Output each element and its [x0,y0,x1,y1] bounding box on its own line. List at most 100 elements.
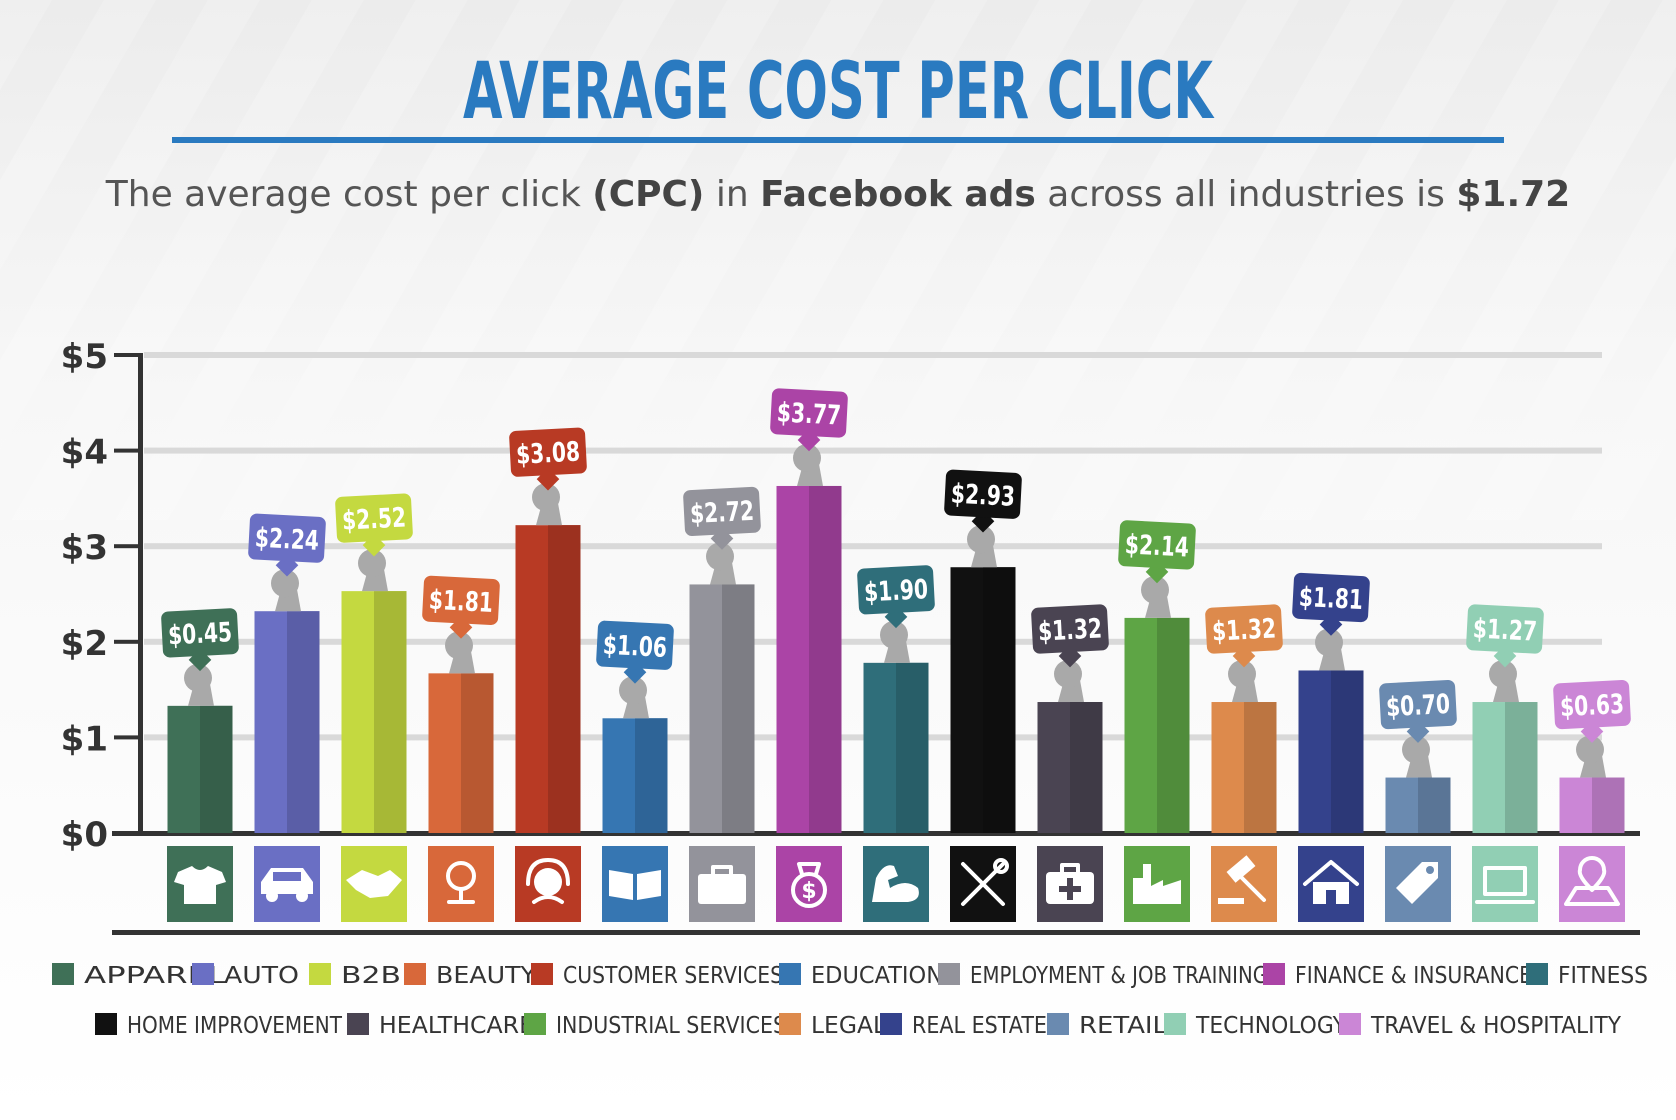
legend-label: EMPLOYMENT & JOB TRAINING [970,963,1268,989]
legend-item: LEGAL [779,1013,886,1039]
grid-line [144,638,1602,645]
bars-layer: $0.45 $2.24 $2.52 $1.81 $3.08 $1.06 $2.72 $3.77… [161,388,1631,833]
gavel-icon [1218,855,1266,904]
value-label: $0.45 [167,617,233,651]
grid-line [144,352,1602,358]
icon-tile [1211,846,1277,922]
bar-group-gavel: $1.32 [1205,604,1283,833]
legend-swatch [779,963,801,985]
icon-row-baseline [112,930,1640,935]
bar-shade [200,705,233,833]
bar-shade [1157,617,1190,833]
icon-tile [515,846,581,922]
legend-label: EDUCATION [811,963,943,989]
icon-tile-bg [1472,846,1538,922]
tools-icon [961,858,1009,906]
subtitle-average: $1.72 [1456,174,1570,215]
legend-label: INDUSTRIAL SERVICES [556,1013,786,1039]
y-tick [114,735,142,740]
legend-label: CUSTOMER SERVICES [563,963,783,989]
legend-item: CUSTOMER SERVICES [531,963,783,989]
bar-group-briefcase: $2.72 [683,486,761,833]
bar-shade [461,673,494,833]
bar-shade [374,591,407,833]
bar-group-car: $2.24 [248,513,326,833]
value-label: $1.32 [1037,613,1103,647]
icon-tile [1124,846,1190,922]
value-label-box [1466,604,1544,654]
price-tag-icon [1396,862,1438,904]
legend-swatch [404,963,426,985]
hand [619,676,647,705]
bar-group-mirror: $1.81 [422,575,500,833]
value-label: $1.06 [602,630,668,664]
mirror-icon [446,861,476,904]
legend-label: BEAUTY [436,963,537,989]
y-tick-label: $2 [61,624,108,664]
legend-item: RETAIL [1047,1013,1167,1039]
icon-row: $ [167,846,1625,922]
bar-shade [1505,702,1538,833]
icon-tile [254,846,320,922]
hand [1576,735,1604,764]
bar-shade [896,662,929,833]
hand [793,443,821,472]
tshirt-icon [174,866,226,904]
hand [271,569,299,598]
legend-item: AUTO [192,963,299,989]
legend-item: EMPLOYMENT & JOB TRAINING [938,963,1268,989]
legend-swatch [1339,1013,1361,1035]
value-label: $3.77 [776,397,842,431]
legend-label: B2B [341,963,401,989]
house-icon [1303,860,1359,904]
hand [880,620,908,649]
legend-label: HOME IMPROVEMENT [127,1013,343,1039]
icon-tile [863,846,929,922]
value-label-box [1031,604,1109,654]
value-label: $1.81 [428,585,494,619]
title-underline [172,137,1504,143]
hand [1315,628,1343,657]
bar-shade [722,584,755,833]
legend-swatch [1263,963,1285,985]
y-tick [114,639,142,644]
legend-item: INDUSTRIAL SERVICES [524,1013,786,1039]
value-label: $2.52 [341,502,407,536]
book-icon [609,870,661,900]
legend-item: REAL ESTATE [880,1013,1047,1039]
y-tick-label: $4 [61,433,108,473]
bar-group-factory: $2.14 [1118,520,1196,833]
bar-shade [287,611,320,833]
first-aid-kit-icon [1046,863,1094,904]
legend-label: FITNESS [1558,963,1648,989]
legend-item: TRAVEL & HOSPITALITY [1339,1013,1622,1039]
icon-tile-bg [863,846,929,922]
bar-group-flexed-arm: $1.90 [857,565,935,833]
y-axis: $0 $1 $2 $3 $4 $5 [61,337,1640,935]
y-axis-line [138,353,143,835]
bar-shade [1244,702,1277,833]
legend-label: HEALTHCARE [379,1013,534,1039]
legend-item: TECHNOLOGY [1164,1013,1347,1039]
bar-group-book: $1.06 [596,620,674,833]
y-tick-label: $5 [61,337,108,377]
legend-item: HEALTHCARE [347,1013,534,1039]
bar-group-headset-agent: $3.08 [509,427,587,833]
hand [1489,660,1517,689]
subtitle-part3: in [704,174,760,215]
grid-line [144,447,1602,454]
legend-swatch [1047,1013,1069,1035]
subtitle-part1: The average cost per click [105,174,592,215]
value-label: $0.70 [1385,689,1451,723]
value-label-box [248,513,326,563]
hand [1228,660,1256,689]
bar-group-money-bag: $3.77 [770,388,848,833]
grid-line [144,543,1602,550]
legend-label: TRAVEL & HOSPITALITY [1370,1013,1622,1039]
hand [532,483,560,512]
legend-swatch [880,1013,902,1035]
legend-swatch [95,1013,117,1035]
bar-shade [635,718,668,833]
hand [358,549,386,578]
icon-tile [341,846,407,922]
